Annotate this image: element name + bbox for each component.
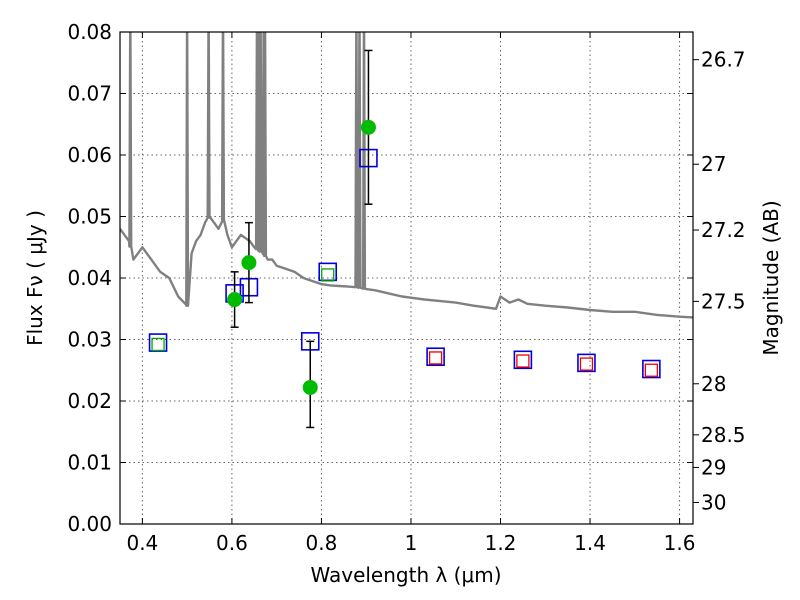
- upper-limit-square: [579, 357, 594, 371]
- right-tick-label: 27: [701, 152, 726, 176]
- y-tick-label: 0.02: [67, 389, 112, 413]
- left-axis: 0.00 0.01 0.02 0.03 0.04 0.05 0.06 0.07 0.08: [67, 20, 693, 536]
- y-tick-label: 0.08: [67, 20, 112, 44]
- x-axis-title: Wavelength λ (μm): [310, 563, 501, 587]
- observed-point: [241, 255, 257, 271]
- upper-limit-square: [644, 363, 659, 377]
- bottom-axis: 0.4 0.6 0.8 1 1.2 1.4 1.6: [126, 32, 695, 555]
- right-tick-label: 30: [701, 490, 726, 514]
- observed-point: [360, 119, 376, 135]
- model-square: [148, 333, 168, 352]
- model-square: [513, 350, 533, 370]
- x-tick-label: 1.2: [485, 531, 517, 555]
- y-tick-label: 0.03: [67, 328, 112, 352]
- right-tick-label: 26.7: [701, 48, 746, 72]
- x-tick-label: 0.8: [306, 531, 338, 555]
- model-square: [426, 347, 445, 367]
- right-axis-title: Magnitude (AB): [759, 200, 783, 355]
- right-tick-label: 28.5: [701, 423, 746, 447]
- y-tick-label: 0.00: [67, 512, 112, 536]
- observed-point: [227, 292, 243, 308]
- x-tick-label: 1.6: [664, 531, 696, 555]
- x-tick-label: 0.6: [216, 531, 248, 555]
- y-tick-label: 0.01: [67, 451, 112, 475]
- y-tick-label: 0.06: [67, 143, 112, 167]
- x-tick-label: 1: [405, 531, 418, 555]
- y-tick-label: 0.07: [67, 82, 112, 106]
- detection-square: [321, 268, 335, 282]
- right-tick-label: 29: [701, 455, 726, 479]
- y-tick-label: 0.04: [67, 266, 112, 290]
- model-sed-layer: [120, 32, 693, 319]
- y-tick-label: 0.05: [67, 205, 112, 229]
- model-square: [642, 359, 661, 379]
- observed-point: [302, 379, 318, 395]
- right-tick-label: 27.5: [701, 289, 746, 313]
- y-axis-title: Flux Fν ( μJy ): [23, 210, 47, 346]
- photometry-layer: [148, 49, 661, 429]
- x-tick-label: 1.4: [574, 531, 606, 555]
- x-tick-label: 0.4: [126, 531, 158, 555]
- model-square: [577, 353, 596, 373]
- upper-limit-square: [516, 354, 530, 368]
- right-tick-label: 28: [701, 372, 726, 396]
- sed-line: [120, 32, 693, 319]
- grid-lines: [120, 31, 693, 525]
- upper-limit-square: [428, 351, 443, 365]
- right-tick-label: 27.2: [701, 218, 746, 242]
- right-axis: 26.7 27 27.2 27.5 28 28.5 29 30: [693, 48, 746, 514]
- detection-square: [151, 337, 165, 352]
